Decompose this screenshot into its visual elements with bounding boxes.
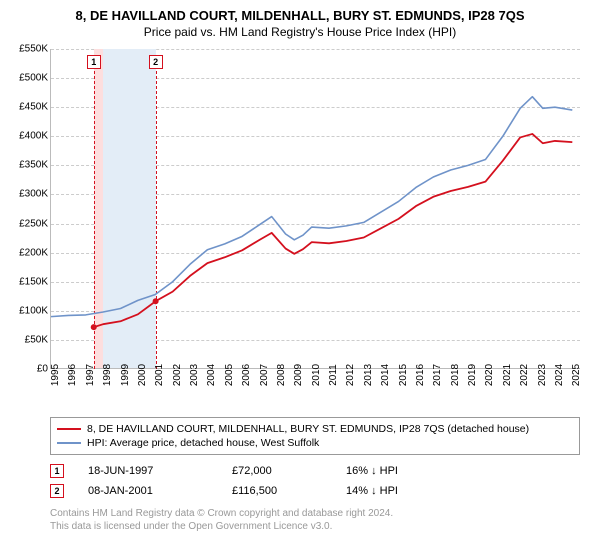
x-tick-label: 2018 [450, 364, 461, 386]
y-tick-label: £500K [19, 73, 48, 84]
legend-item: HPI: Average price, detached house, West… [57, 436, 573, 450]
x-tick-label: 2011 [328, 364, 339, 386]
x-tick-label: 2007 [259, 364, 270, 386]
x-tick-label: 2013 [363, 364, 374, 386]
y-tick-label: £300K [19, 189, 48, 200]
legend-label: HPI: Average price, detached house, West… [87, 437, 319, 449]
x-tick-label: 2012 [345, 364, 356, 386]
event-number-box: 1 [50, 464, 64, 478]
event-number-box: 2 [50, 484, 64, 498]
chart-subtitle: Price paid vs. HM Land Registry's House … [10, 25, 590, 39]
legend-label: 8, DE HAVILLAND COURT, MILDENHALL, BURY … [87, 423, 529, 435]
legend-swatch [57, 442, 81, 444]
event-row: 2 08-JAN-2001 £116,500 14% ↓ HPI [50, 481, 580, 501]
footer-line1: Contains HM Land Registry data © Crown c… [50, 507, 580, 520]
plot-region: 12 [50, 49, 580, 369]
x-tick-label: 2022 [519, 364, 530, 386]
series-line [94, 134, 573, 327]
x-tick-label: 2020 [484, 364, 495, 386]
x-tick-label: 2006 [241, 364, 252, 386]
y-tick-label: £400K [19, 131, 48, 142]
x-tick-label: 2004 [206, 364, 217, 386]
x-tick-label: 1999 [120, 364, 131, 386]
event-date: 18-JUN-1997 [88, 465, 208, 477]
event-price: £116,500 [232, 485, 322, 497]
x-tick-label: 1997 [85, 364, 96, 386]
series-svg [51, 49, 580, 368]
event-date: 08-JAN-2001 [88, 485, 208, 497]
event-delta: 14% ↓ HPI [346, 485, 446, 497]
y-tick-label: £550K [19, 44, 48, 55]
chart-area: 12 £0 £50K £100K £150K £200K £250K £300K £350K £… [10, 45, 590, 415]
x-tick-label: 2019 [467, 364, 478, 386]
y-tick-label: £200K [19, 247, 48, 258]
x-tick-label: 2010 [311, 364, 322, 386]
event-price: £72,000 [232, 465, 322, 477]
x-tick-label: 2016 [415, 364, 426, 386]
y-tick-label: £0 [37, 364, 48, 375]
x-tick-label: 1996 [67, 364, 78, 386]
x-tick-label: 2021 [502, 364, 513, 386]
x-tick-label: 2005 [224, 364, 235, 386]
x-tick-label: 2002 [172, 364, 183, 386]
x-tick-label: 2017 [432, 364, 443, 386]
x-tick-label: 1998 [102, 364, 113, 386]
x-tick-label: 2001 [154, 364, 165, 386]
footer: Contains HM Land Registry data © Crown c… [50, 507, 580, 533]
x-tick-label: 2025 [571, 364, 582, 386]
legend-item: 8, DE HAVILLAND COURT, MILDENHALL, BURY … [57, 422, 573, 436]
x-tick-label: 2015 [398, 364, 409, 386]
x-tick-label: 2008 [276, 364, 287, 386]
footer-line2: This data is licensed under the Open Gov… [50, 520, 580, 533]
x-tick-label: 1995 [50, 364, 61, 386]
x-tick-label: 2003 [189, 364, 200, 386]
x-tick-label: 2023 [537, 364, 548, 386]
x-tick-label: 2024 [554, 364, 565, 386]
series-marker [153, 298, 159, 304]
y-tick-label: £100K [19, 305, 48, 316]
x-tick-label: 2014 [380, 364, 391, 386]
series-line [51, 97, 572, 317]
legend-swatch [57, 428, 81, 430]
y-tick-label: £350K [19, 160, 48, 171]
event-delta: 16% ↓ HPI [346, 465, 446, 477]
y-tick-label: £150K [19, 276, 48, 287]
x-tick-label: 2000 [137, 364, 148, 386]
chart-title: 8, DE HAVILLAND COURT, MILDENHALL, BURY … [10, 8, 590, 23]
y-tick-label: £450K [19, 102, 48, 113]
legend: 8, DE HAVILLAND COURT, MILDENHALL, BURY … [50, 417, 580, 455]
x-tick-label: 2009 [293, 364, 304, 386]
events-table: 1 18-JUN-1997 £72,000 16% ↓ HPI 2 08-JAN-2001… [50, 461, 580, 501]
y-tick-label: £50K [25, 334, 48, 345]
series-marker [91, 324, 97, 330]
y-tick-label: £250K [19, 218, 48, 229]
event-row: 1 18-JUN-1997 £72,000 16% ↓ HPI [50, 461, 580, 481]
